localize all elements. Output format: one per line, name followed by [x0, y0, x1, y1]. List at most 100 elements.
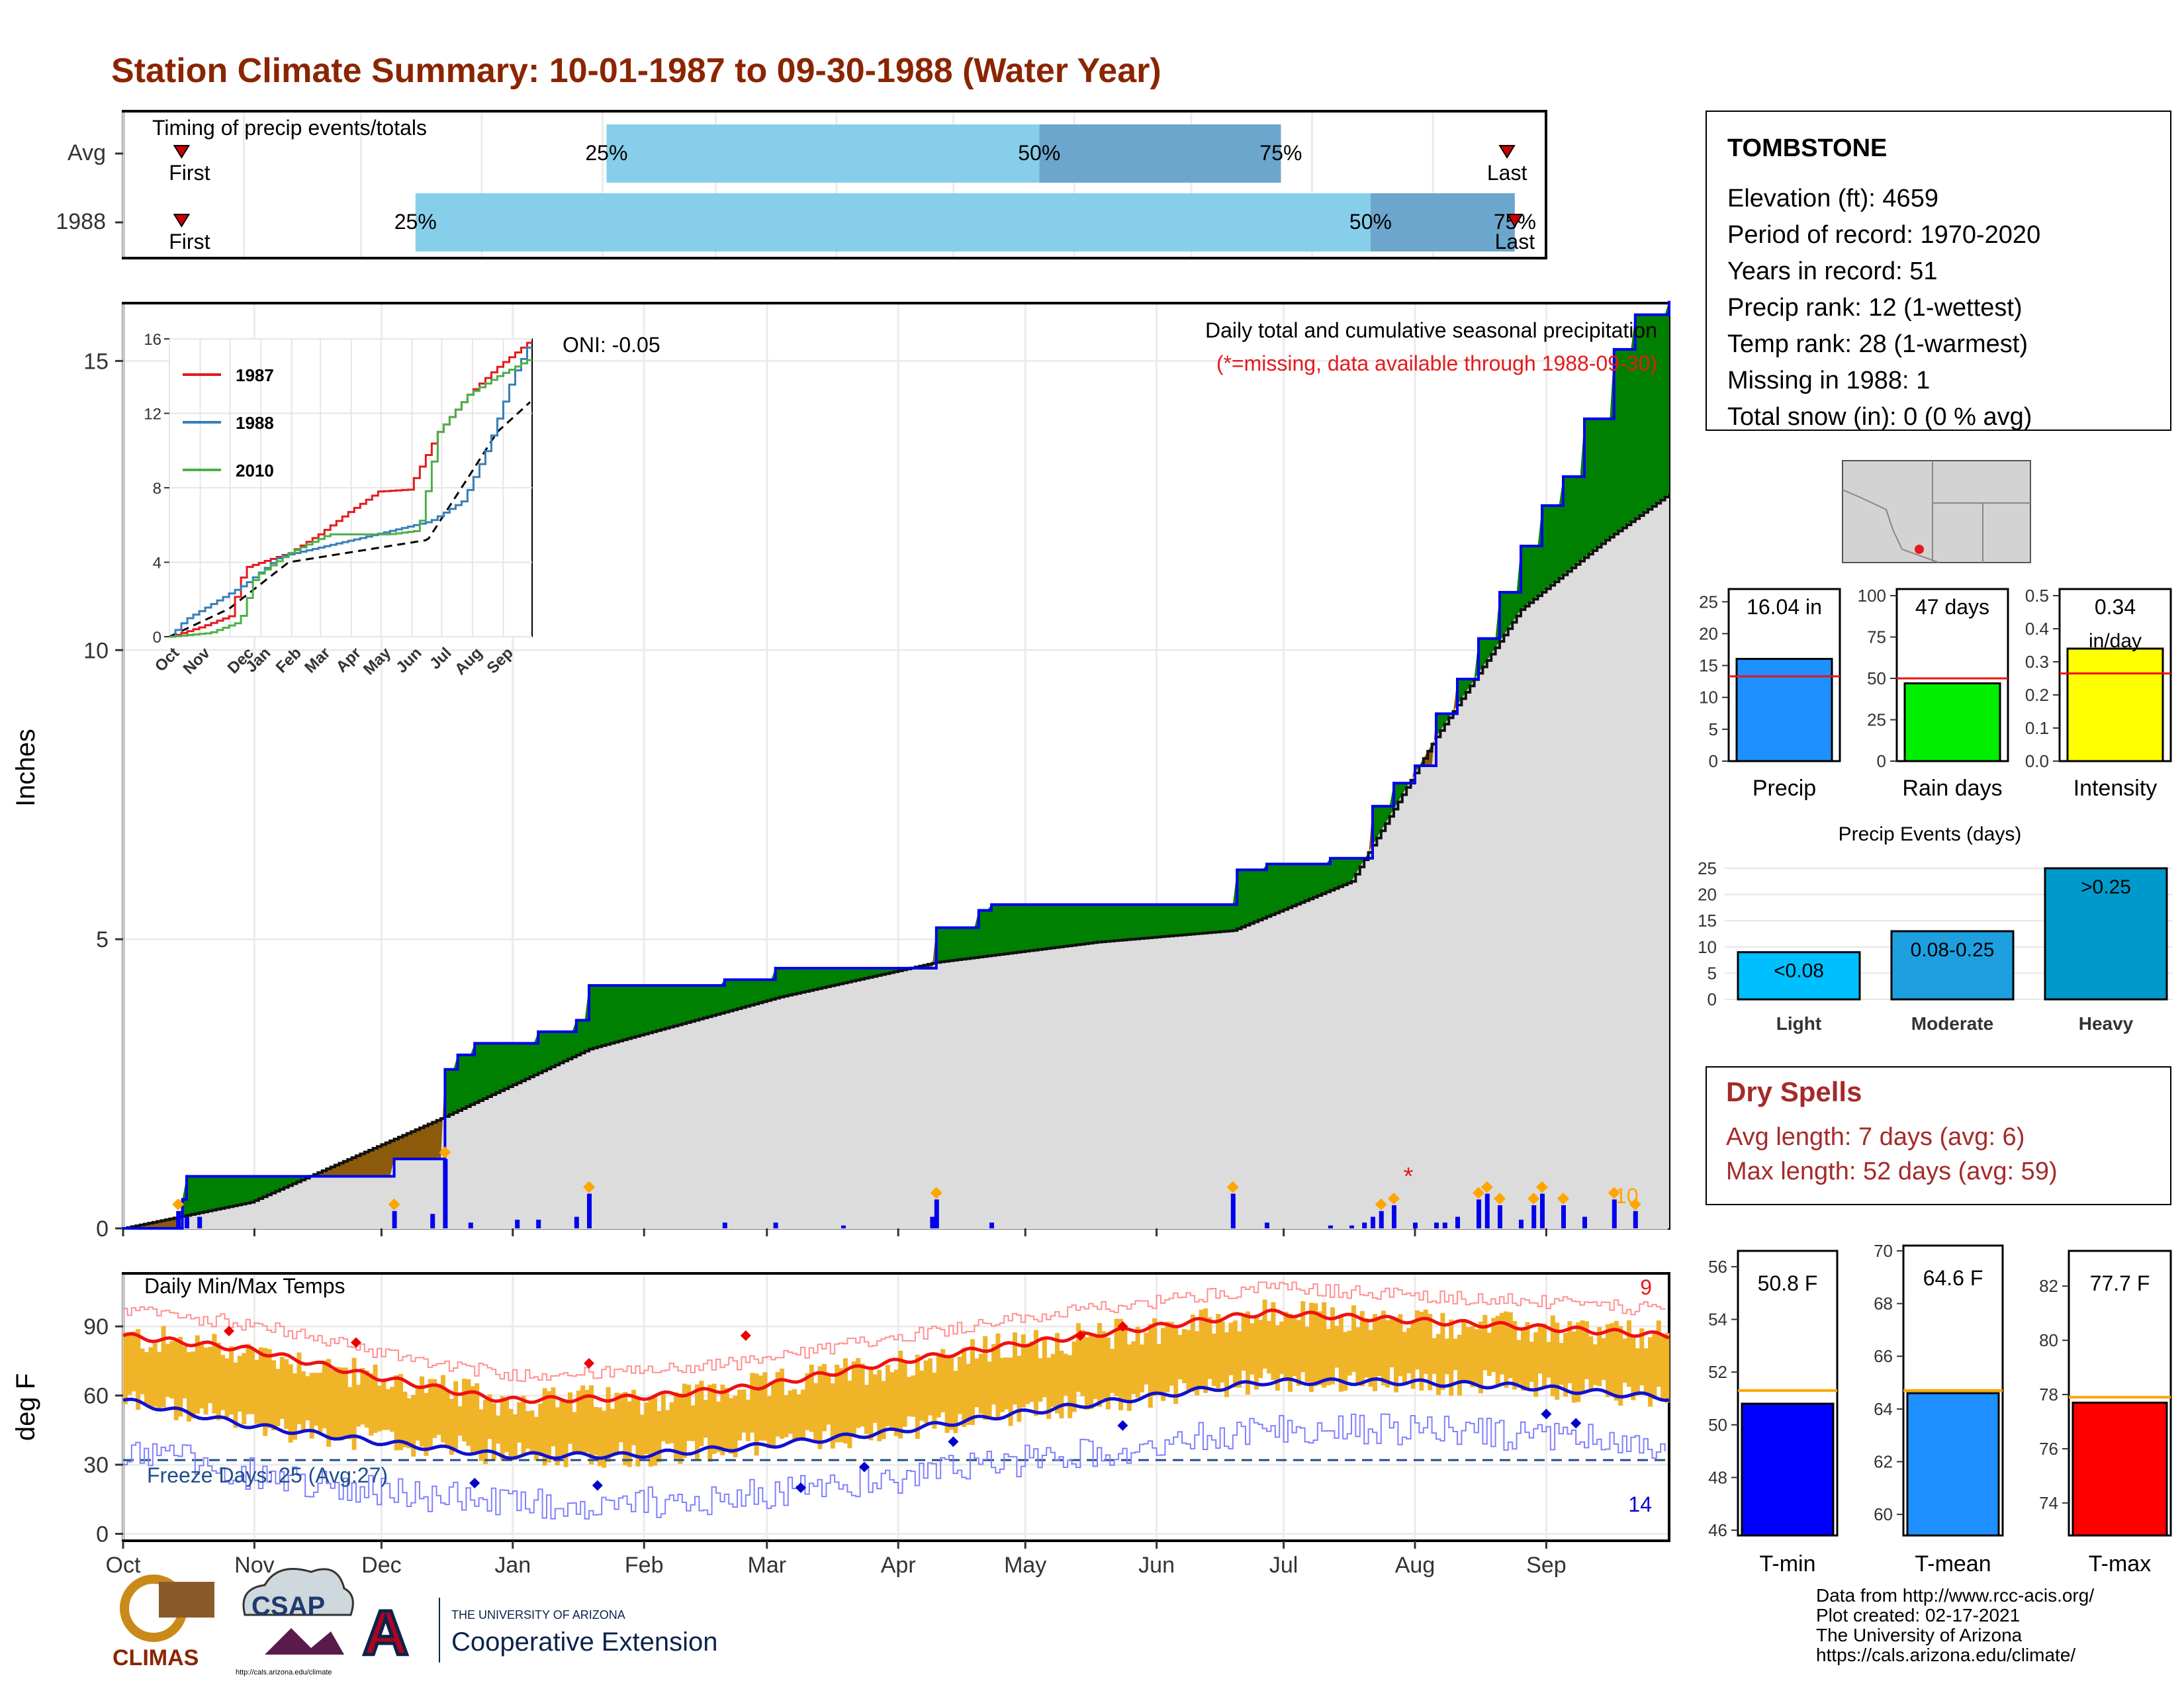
temp-day-bar-247 — [1169, 1322, 1174, 1386]
temp-day-bar-293 — [1364, 1318, 1369, 1378]
temp-day-bar-349 — [1601, 1338, 1606, 1380]
temp-day-bar-199 — [966, 1363, 971, 1425]
temp-day-bar-105 — [568, 1392, 572, 1444]
temp-day-bar-308 — [1428, 1314, 1433, 1391]
temp-day-bar-7 — [152, 1343, 158, 1407]
temp-day-bar-336 — [1546, 1342, 1551, 1378]
temp-day-bar-87 — [491, 1403, 496, 1461]
legend-1988: 1988 — [236, 413, 274, 433]
temp-day-bar-166 — [826, 1374, 831, 1425]
daily-precip-bar-18 — [1265, 1222, 1269, 1228]
temp-day-bar-112 — [597, 1407, 602, 1467]
record-low-marker-0 — [469, 1477, 480, 1488]
temp-day-bar-132 — [682, 1383, 687, 1458]
temp-day-bar-150 — [758, 1375, 763, 1441]
intensity-bar — [2066, 647, 2164, 762]
tmin-ytick-2: 50 — [1708, 1415, 1727, 1435]
temp-day-bar-141 — [720, 1385, 725, 1455]
temp-day-bar-263 — [1237, 1331, 1242, 1388]
temp-day-bar-97 — [533, 1416, 539, 1461]
temp-day-bar-256 — [1207, 1317, 1212, 1379]
temp-day-bar-292 — [1359, 1310, 1365, 1387]
intensity-ytick-5: 0.5 — [2025, 586, 2049, 606]
temp-day-bar-354 — [1622, 1338, 1627, 1383]
daily-precip-bar-35 — [1561, 1205, 1566, 1228]
tmax-ytick-2: 78 — [2039, 1385, 2058, 1404]
temp-day-bar-124 — [648, 1396, 653, 1467]
extreme-precip-marker-13 — [1557, 1193, 1569, 1205]
temp-day-bar-272 — [1275, 1325, 1280, 1391]
temp-day-bar-299 — [1389, 1316, 1394, 1367]
temp-day-bar-163 — [813, 1383, 819, 1442]
timing-bar-1988-q2 — [415, 193, 1371, 251]
temp-day-bar-56 — [360, 1367, 365, 1425]
temp-day-bar-4 — [140, 1348, 145, 1394]
month-axis-labels: Oct Nov Dec Jan Feb Mar Apr May Jun Jul Aug Sep — [106, 1541, 1567, 1578]
tmax-ytick-3: 80 — [2039, 1330, 2058, 1350]
temp-day-bar-77 — [449, 1398, 454, 1455]
csap-mountain — [265, 1628, 344, 1655]
temp-day-bar-66 — [402, 1391, 408, 1447]
dry-spells-box: Dry Spells Avg length: 7 days (avg: 6) M… — [1706, 1066, 2171, 1205]
events-ytick-3: 15 — [1698, 911, 1717, 931]
daily-precip-bar-6 — [468, 1222, 473, 1228]
temp-day-bar-341 — [1567, 1321, 1572, 1384]
station-line-2: Years in record: 51 — [1727, 257, 1938, 285]
temp-day-bar-312 — [1444, 1338, 1449, 1375]
timing-bar-Avg-q2 — [606, 124, 1040, 183]
climas-text: CLIMAS — [113, 1645, 199, 1670]
station-line-0: Elevation (ft): 4659 — [1727, 185, 1938, 212]
daily-precip-bar-15 — [934, 1199, 939, 1228]
deficit-area-1 — [127, 1199, 183, 1228]
events-bar-heavy — [2044, 867, 2168, 1001]
intensity-ytick-4: 0.4 — [2025, 619, 2049, 639]
daily-precip-bar-8 — [536, 1219, 541, 1228]
station-line-6: Total snow (in): 0 (0 % avg) — [1727, 403, 2032, 431]
daily-precip-bar-1 — [185, 1216, 189, 1228]
inset-lines — [169, 342, 532, 638]
precip-axis-label: Precip — [1752, 776, 1816, 801]
temp-day-bar-205 — [991, 1344, 996, 1405]
inset-ytick-0: 0 — [153, 629, 161, 647]
temp-day-bar-274 — [1283, 1312, 1289, 1382]
temp-day-bar-350 — [1606, 1324, 1610, 1397]
temp-day-bar-219 — [1050, 1353, 1056, 1407]
temp-day-bar-152 — [766, 1396, 772, 1449]
temp-day-bar-236 — [1122, 1330, 1128, 1402]
temp-day-bar-238 — [1131, 1341, 1136, 1394]
temp-day-bar-204 — [987, 1361, 992, 1418]
daily-precip-bar-4 — [430, 1214, 435, 1228]
temp-day-bar-232 — [1105, 1337, 1111, 1410]
tmax-value-label: 77.7 F — [2090, 1271, 2150, 1295]
temp-day-bar-190 — [928, 1358, 933, 1416]
temp-day-bar-73 — [432, 1379, 437, 1438]
timing-pct-1988-1: 50% — [1349, 210, 1392, 234]
daily-precip-bar-29 — [1477, 1199, 1481, 1228]
timing-panel: Timing of precip events/totals Avg 1988 … — [56, 110, 1547, 259]
temp-day-bar-65 — [398, 1374, 403, 1451]
timing-bar-Avg-q3 — [1039, 124, 1281, 183]
temp-day-bar-260 — [1224, 1332, 1229, 1397]
footer-line-2: The University of Arizona — [1816, 1625, 2023, 1645]
temp-day-bar-149 — [754, 1373, 759, 1456]
temp-day-bar-167 — [830, 1383, 835, 1449]
temp-day-bar-46 — [318, 1373, 323, 1432]
month-label-feb: Feb — [625, 1553, 664, 1578]
temp-day-bar-248 — [1173, 1327, 1179, 1404]
daily-precip-bar-10 — [587, 1193, 592, 1228]
temp-day-bar-300 — [1394, 1317, 1398, 1393]
temp-day-bar-192 — [936, 1355, 941, 1418]
temp-ytick-0: 0 — [96, 1522, 109, 1547]
temp-day-bar-329 — [1516, 1340, 1522, 1384]
ua-logo: A THE UNIVERSITY OF ARIZONA Cooperative … — [361, 1596, 718, 1670]
temp-day-bar-60 — [377, 1385, 382, 1432]
temp-day-bar-355 — [1627, 1320, 1631, 1387]
temp-day-bar-278 — [1300, 1301, 1306, 1373]
temp-day-bar-364 — [1664, 1332, 1670, 1403]
events-ytick-4: 20 — [1698, 885, 1717, 905]
temp-day-bar-295 — [1373, 1314, 1377, 1392]
temp-day-bar-172 — [851, 1361, 856, 1438]
month-label-sep: Sep — [1526, 1553, 1567, 1578]
daily-precip-bar-38 — [1633, 1211, 1638, 1228]
temp-day-bar-226 — [1080, 1330, 1085, 1396]
